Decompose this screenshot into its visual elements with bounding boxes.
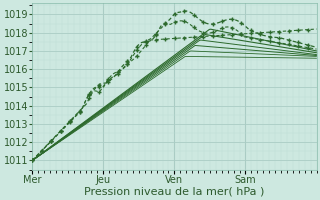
X-axis label: Pression niveau de la mer( hPa ): Pression niveau de la mer( hPa )	[84, 187, 265, 197]
